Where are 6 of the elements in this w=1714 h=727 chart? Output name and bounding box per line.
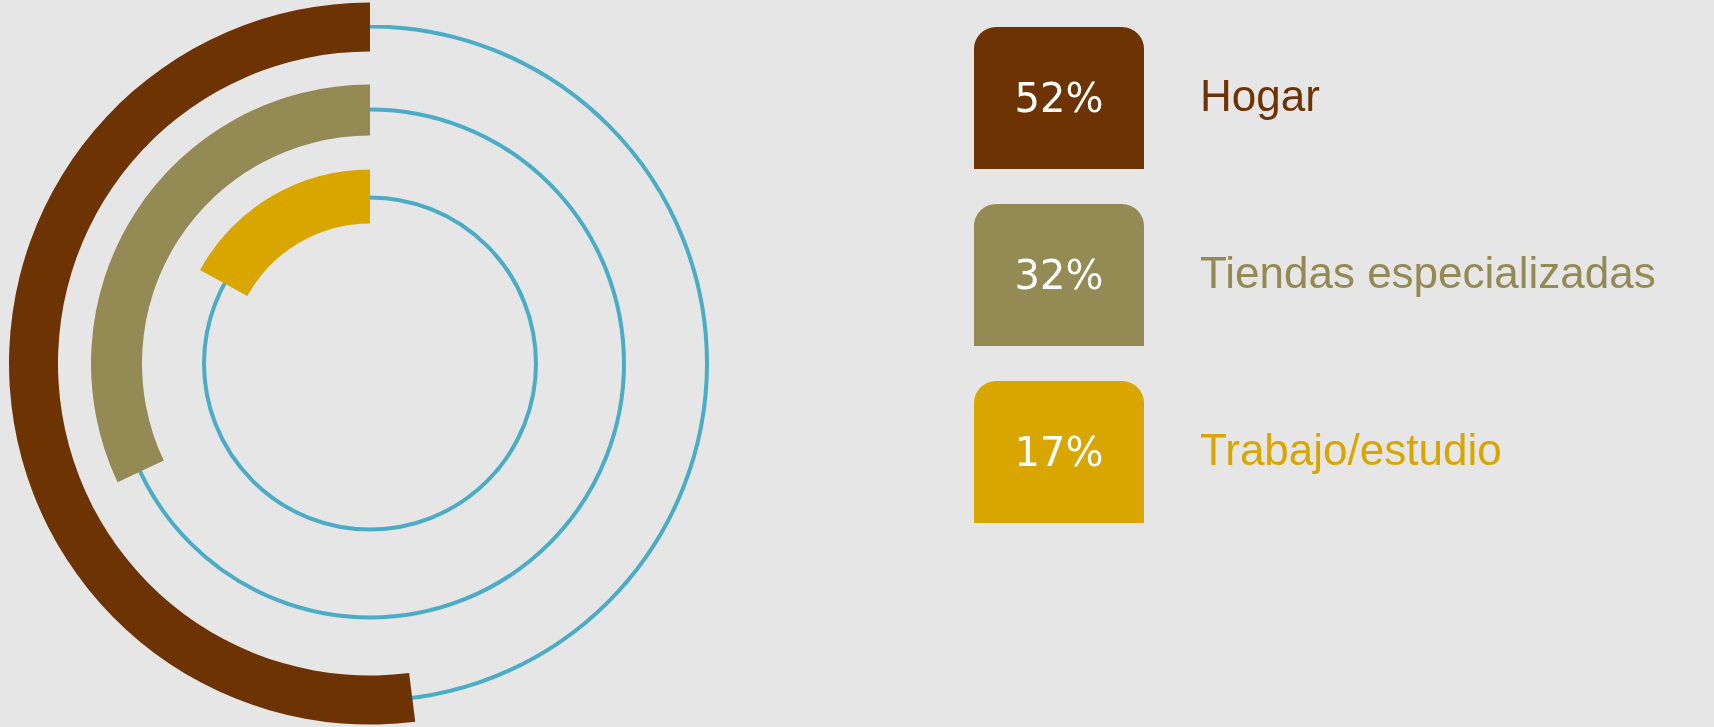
data-label: 52%: [974, 27, 1144, 169]
category-label: Hogar: [1200, 71, 1320, 121]
category-label: Trabajo/estudio: [1200, 425, 1502, 475]
data-label: 17%: [974, 381, 1144, 523]
category-label: Tiendas especializadas: [1200, 248, 1656, 298]
data-label: 32%: [974, 204, 1144, 346]
